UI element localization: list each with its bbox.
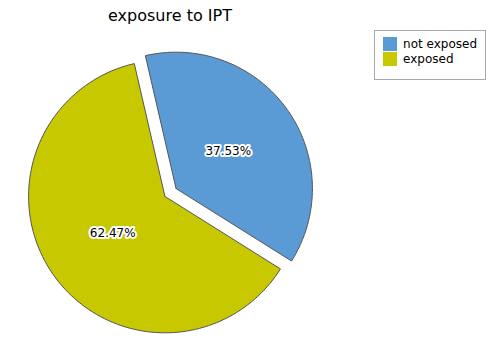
html-text:exposed: exposed [403,52,454,66]
html-text:exposure to IPT: exposure to IPT [108,6,232,25]
svg-text:62.47%: 62.47% [90,226,136,240]
html-text:not exposed: not exposed [403,37,477,51]
svg-text:37.53%: 37.53% [205,144,251,158]
